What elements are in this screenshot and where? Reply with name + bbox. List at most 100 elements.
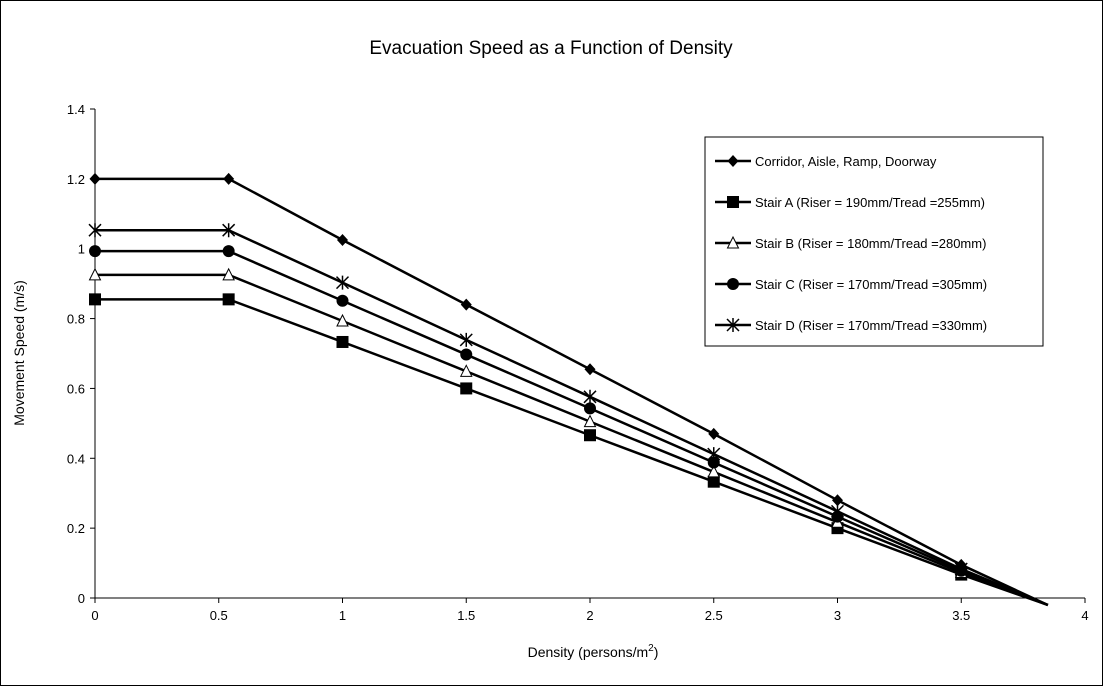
x-tick-label: 1.5	[457, 608, 475, 623]
data-point	[727, 155, 739, 167]
square-marker	[336, 335, 349, 348]
y-tick-label: 1.4	[67, 102, 85, 117]
data-point	[222, 223, 236, 238]
data-point	[222, 245, 235, 258]
square-marker	[222, 293, 235, 306]
square-marker	[707, 475, 720, 488]
data-point	[222, 293, 235, 306]
triangle-marker	[726, 235, 740, 249]
triangle-marker	[222, 267, 235, 281]
triangle-marker	[88, 267, 102, 281]
legend-label: Stair C (Riser = 170mm/Tread =305mm)	[755, 277, 987, 292]
diamond-marker	[337, 233, 348, 246]
data-point	[460, 382, 473, 395]
data-point	[707, 464, 721, 478]
y-axis-title: Movement Speed (m/s)	[11, 280, 27, 426]
asterisk-marker	[583, 389, 597, 404]
data-point	[222, 267, 235, 281]
legend-entry-2: Stair A (Riser = 190mm/Tread =255mm)	[715, 195, 985, 210]
square-marker	[89, 293, 101, 306]
square-marker	[584, 429, 596, 442]
x-tick-label: 3	[834, 608, 841, 623]
triangle-marker	[583, 414, 597, 428]
data-point	[460, 348, 473, 361]
data-point	[223, 172, 235, 185]
data-point	[336, 335, 349, 348]
data-point	[727, 196, 739, 208]
diamond-marker	[832, 494, 843, 507]
circle-marker	[460, 348, 473, 361]
square-marker	[727, 196, 739, 208]
diamond-marker	[584, 363, 596, 376]
data-point	[336, 313, 349, 327]
data-point	[335, 275, 350, 290]
data-point	[459, 364, 473, 377]
chart-title: Evacuation Speed as a Function of Densit…	[369, 38, 733, 59]
data-point	[88, 267, 102, 281]
legend-label: Stair D (Riser = 170mm/Tread =330mm)	[755, 318, 987, 333]
data-point	[707, 475, 720, 488]
diamond-marker	[727, 155, 739, 167]
data-point	[89, 245, 101, 258]
asterisk-marker	[726, 318, 740, 332]
data-point	[459, 332, 473, 347]
data-point	[88, 223, 102, 238]
diamond-marker	[708, 427, 720, 440]
data-point	[583, 389, 597, 404]
data-point	[832, 494, 843, 507]
circle-marker	[89, 245, 101, 258]
data-point	[337, 233, 348, 246]
x-tick-label: 0	[91, 608, 98, 623]
series-5	[88, 223, 1049, 607]
data-point	[89, 172, 101, 185]
x-tick-label: 0.5	[210, 608, 228, 623]
data-point	[707, 447, 721, 462]
x-tick-label: 1	[339, 608, 346, 623]
x-tick-label: 4	[1081, 608, 1088, 623]
y-tick-label: 0	[78, 591, 85, 606]
data-point	[726, 235, 740, 249]
legend-entry-4: Stair C (Riser = 170mm/Tread =305mm)	[715, 277, 987, 292]
legend-box	[704, 136, 1044, 347]
y-tick-label: 0.2	[67, 521, 85, 536]
data-point	[460, 298, 472, 311]
data-point	[708, 427, 720, 440]
circle-marker	[336, 294, 349, 307]
circle-marker	[222, 245, 235, 258]
data-point	[830, 504, 845, 519]
circle-marker	[584, 402, 596, 415]
data-point	[584, 402, 596, 415]
x-tick-label: 2	[586, 608, 593, 623]
y-tick-label: 1.2	[67, 172, 85, 187]
data-point	[584, 429, 596, 442]
asterisk-marker	[459, 332, 473, 347]
asterisk-marker	[222, 223, 236, 238]
x-axis-title: Density (persons/m2)	[528, 643, 659, 660]
x-tick-label: 3.5	[952, 608, 970, 623]
diamond-marker	[223, 172, 235, 185]
diamond-marker	[89, 172, 101, 185]
y-tick-label: 0.8	[67, 312, 85, 327]
x-tick-label: 2.5	[705, 608, 723, 623]
x-axis-title-main: Density (persons/m	[528, 644, 649, 660]
asterisk-marker	[954, 562, 968, 577]
asterisk-marker	[88, 223, 102, 238]
triangle-marker	[707, 464, 721, 478]
series-layer	[88, 172, 1049, 607]
legend-entry-5: Stair D (Riser = 170mm/Tread =330mm)	[715, 318, 987, 333]
y-tick-label: 1	[78, 242, 85, 257]
legend: Corridor, Aisle, Ramp, Doorway Stair A (R…	[704, 136, 1044, 347]
data-point	[336, 294, 349, 307]
legend-label: Stair B (Riser = 180mm/Tread =280mm)	[755, 236, 986, 251]
circle-marker	[707, 456, 720, 469]
x-axis-title-sup: 2	[648, 643, 654, 654]
y-tick-label: 0.4	[67, 451, 85, 466]
data-point	[89, 293, 101, 306]
data-point	[726, 318, 740, 332]
legend-label: Corridor, Aisle, Ramp, Doorway	[755, 154, 937, 169]
x-axis-title-suffix: )	[654, 644, 659, 660]
triangle-marker	[459, 364, 473, 377]
data-point	[727, 278, 739, 290]
diamond-marker	[460, 298, 472, 311]
